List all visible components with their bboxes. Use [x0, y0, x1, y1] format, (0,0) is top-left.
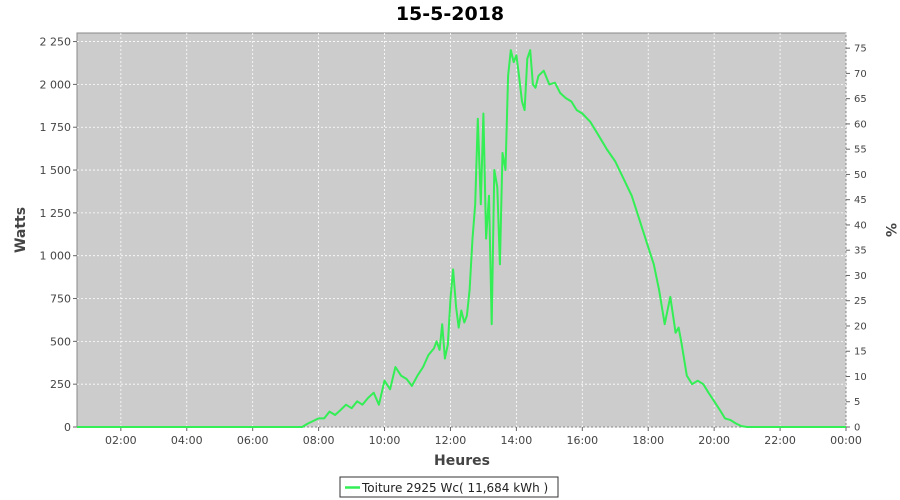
- plot-area: [76, 32, 847, 428]
- x-tick-label: 00:00: [830, 434, 862, 447]
- y2-axis-label: %: [882, 223, 898, 237]
- y-tick-label: 1 500: [40, 164, 72, 177]
- y-axis-ticks: 0 250 500 750 1 000 1 250 1 500 1 750 2 000 2 250: [40, 36, 77, 434]
- x-axis-label: Heures: [434, 453, 490, 469]
- x-tick-label: 16:00: [566, 434, 598, 447]
- y2-tick-label: 50: [854, 170, 867, 181]
- y2-tick-label: 25: [854, 296, 867, 307]
- legend-box: [339, 476, 559, 498]
- y2-tick-label: 70: [854, 69, 867, 80]
- x-tick-label: 22:00: [764, 434, 796, 447]
- y2-tick-label: 35: [854, 246, 867, 257]
- grid-lines: [77, 33, 847, 428]
- y2-tick-label: 75: [854, 44, 867, 55]
- x-tick-label: 14:00: [501, 434, 533, 447]
- y2-tick-label: 0: [854, 423, 860, 434]
- x-tick-label: 18:00: [632, 434, 664, 447]
- chart-title: 15-5-2018: [396, 3, 504, 25]
- y2-axis-ticks: 0 5 10 15 20 25 30 35 40 45 50 55 60 65 70 75: [846, 44, 867, 434]
- series-line: [77, 49, 846, 428]
- y-tick-label: 1 250: [40, 207, 72, 220]
- x-axis-ticks: 02:00 04:00 06:00 08:00 10:00 12:00 14:00 16:00…: [105, 427, 862, 447]
- x-tick-label: 06:00: [237, 434, 269, 447]
- y-tick-label: 500: [50, 335, 71, 348]
- y-tick-label: 2 250: [40, 36, 72, 49]
- legend-label: Toiture 2925 Wc( 11,684 kWh ): [361, 481, 548, 495]
- y2-tick-label: 5: [854, 397, 860, 408]
- x-tick-label: 04:00: [171, 434, 203, 447]
- y2-tick-label: 45: [854, 195, 867, 206]
- legend: Toiture 2925 Wc( 11,684 kWh ): [339, 476, 559, 498]
- y2-tick-label: 65: [854, 94, 867, 105]
- x-tick-label: 02:00: [105, 434, 137, 447]
- y-tick-label: 1 750: [40, 121, 72, 134]
- y2-tick-label: 15: [854, 347, 867, 358]
- x-tick-label: 10:00: [369, 434, 401, 447]
- y-tick-label: 250: [50, 378, 71, 391]
- x-tick-label: 08:00: [303, 434, 335, 447]
- x-tick-label: 20:00: [698, 434, 730, 447]
- y2-tick-label: 60: [854, 119, 867, 130]
- y2-tick-label: 20: [854, 321, 867, 332]
- series-group: [77, 49, 846, 428]
- y-tick-label: 0: [64, 421, 71, 434]
- y-tick-label: 1 000: [40, 250, 72, 263]
- y2-tick-label: 55: [854, 145, 867, 156]
- y-axis-label: Watts: [13, 207, 29, 253]
- y-tick-label: 2 000: [40, 78, 72, 91]
- y2-tick-label: 10: [854, 372, 867, 383]
- x-tick-label: 12:00: [435, 434, 467, 447]
- y2-tick-label: 30: [854, 271, 867, 282]
- y2-tick-label: 40: [854, 220, 867, 231]
- y-tick-label: 750: [50, 293, 71, 306]
